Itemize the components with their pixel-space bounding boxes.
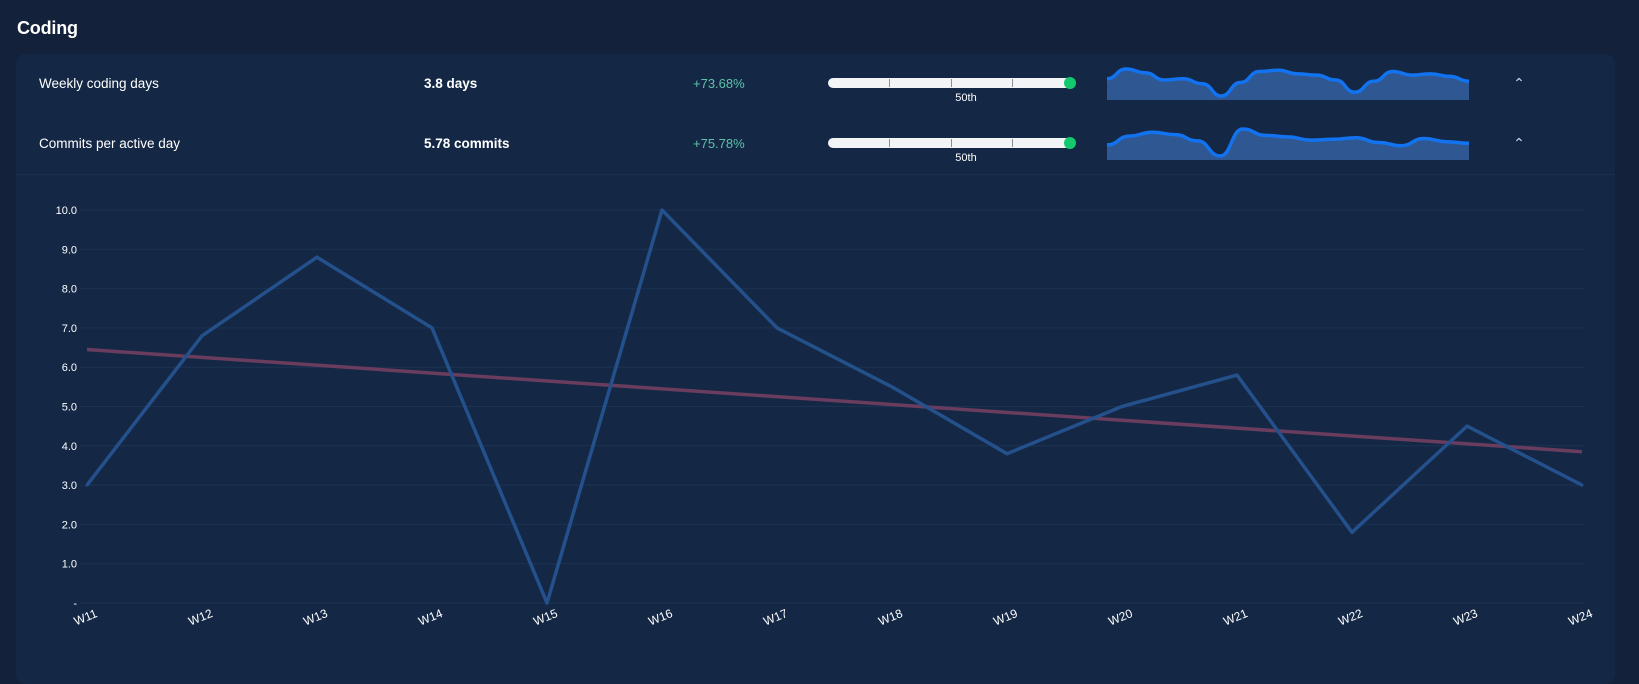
metric-change: +73.68% (693, 76, 745, 91)
section-title: Coding (17, 18, 78, 38)
x-tick-label: W17 (761, 606, 789, 628)
x-tick-label: W22 (1336, 606, 1364, 628)
trend-line (86, 347, 1583, 454)
sparkline-line (1107, 127, 1469, 158)
y-tick-label: 9.0 (62, 244, 77, 256)
percentile-marker (1064, 137, 1076, 149)
sparkline-area (1107, 69, 1469, 100)
metric-value: 3.8 days (424, 76, 478, 91)
x-tick-label: W18 (876, 606, 904, 628)
percentile-tick (889, 79, 890, 87)
x-tick-label: W12 (186, 606, 214, 628)
y-tick-label: 10.0 (56, 205, 77, 217)
data-point (1350, 530, 1354, 534)
collapse-button[interactable]: ⌃ (1507, 71, 1531, 95)
data-point (890, 385, 894, 389)
percentile-tick (1012, 79, 1013, 87)
data-point (430, 326, 434, 330)
y-tick-label: 2.0 (62, 519, 77, 531)
x-tick-label: W21 (1221, 606, 1249, 628)
percentile-tick (951, 79, 952, 87)
percentile-tick (889, 139, 890, 147)
percentile-label: 50th (955, 152, 977, 164)
data-point (1465, 424, 1469, 428)
x-tick-label: W15 (531, 606, 559, 628)
x-tick-label: W13 (301, 606, 329, 628)
x-tick-label: W16 (646, 606, 674, 628)
y-tick-label: 8.0 (62, 284, 77, 296)
data-point (1120, 405, 1124, 408)
sparkline-line (1107, 67, 1469, 98)
percentile-bar (828, 77, 1076, 89)
coding-metrics-card: Weekly coding days 3.8 days +73.68% 50th… (16, 54, 1615, 684)
collapse-button[interactable]: ⌃ (1507, 131, 1531, 155)
y-tick-label: 7.0 (62, 323, 77, 335)
x-tick-label: W14 (416, 606, 444, 628)
y-tick-label: 4.0 (62, 441, 77, 453)
x-tick-label: W19 (991, 606, 1019, 628)
y-tick-label: 5.0 (62, 402, 77, 414)
data-point (1005, 452, 1009, 456)
percentile-label: 50th (955, 92, 977, 104)
metric-value: 5.78 commits (424, 136, 510, 151)
data-point (85, 483, 89, 487)
data-point (1235, 373, 1239, 377)
sparkline (1107, 67, 1469, 100)
sparkline-area (1107, 129, 1469, 160)
y-tick-label: 3.0 (62, 480, 77, 492)
metric-row-commits-per-active-day[interactable]: Commits per active day 5.78 commits +75.… (16, 114, 1615, 174)
data-point (1580, 483, 1584, 487)
metric-row-weekly-coding-days[interactable]: Weekly coding days 3.8 days +73.68% 50th… (16, 54, 1615, 114)
x-tick-label: W20 (1106, 606, 1134, 628)
percentile-bar (828, 137, 1076, 149)
series-line (85, 208, 1583, 605)
data-point (660, 208, 664, 212)
percentile-tick (951, 139, 952, 147)
sparkline (1107, 127, 1469, 160)
data-point (315, 255, 319, 259)
chevron-up-icon: ⌃ (1513, 134, 1525, 151)
row-divider (16, 174, 1615, 175)
metric-change: +75.78% (693, 136, 745, 151)
percentile-marker (1064, 77, 1076, 89)
x-tick-label: W24 (1566, 606, 1594, 628)
data-point (775, 326, 779, 330)
data-point (200, 334, 204, 338)
y-tick-label: 1.0 (62, 559, 77, 571)
percentile-tick (1012, 139, 1013, 147)
metric-name: Commits per active day (39, 136, 181, 151)
y-tick-label: 6.0 (62, 362, 77, 374)
chevron-up-icon: ⌃ (1513, 74, 1525, 91)
y-tick-label: - (73, 598, 77, 610)
x-tick-label: W23 (1451, 606, 1479, 628)
data-point (545, 601, 549, 605)
metric-name: Weekly coding days (39, 76, 159, 91)
